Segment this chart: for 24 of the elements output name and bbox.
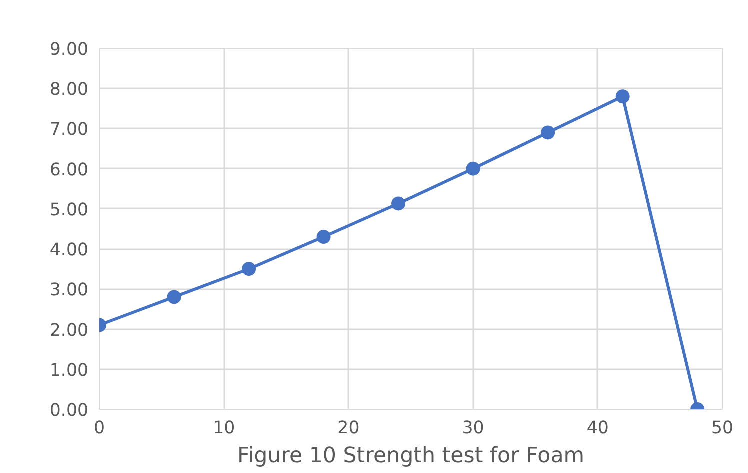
point xyxy=(316,230,331,244)
x-tick-label: 0 xyxy=(94,418,106,438)
x-tick-label: 30 xyxy=(462,418,484,438)
x-tick-label: 20 xyxy=(338,418,360,438)
point xyxy=(616,90,630,104)
y-tick-label: 1.00 xyxy=(50,360,89,381)
point xyxy=(167,290,182,304)
y-tick-label: 7.00 xyxy=(50,120,89,140)
text: Figure 10 Strength test for Foam xyxy=(237,444,585,468)
x-tick-label: 50 xyxy=(711,418,734,438)
point xyxy=(466,162,480,176)
point xyxy=(541,126,556,140)
x-tick-label: 10 xyxy=(213,418,236,438)
y-tick-label: 9.00 xyxy=(50,40,89,60)
y-tick-label: 0.00 xyxy=(50,401,89,421)
y-tick-label: 8.00 xyxy=(50,80,89,100)
y-tick-label: 4.00 xyxy=(50,240,89,261)
y-tick-label: 5.00 xyxy=(50,200,89,220)
y-tick-label: 2.00 xyxy=(50,320,89,341)
y-tick-label: 6.00 xyxy=(50,160,89,180)
point xyxy=(242,262,256,276)
point xyxy=(392,196,406,211)
x-tick-label: 40 xyxy=(586,418,609,438)
y-tick-label: 3.00 xyxy=(50,280,89,301)
